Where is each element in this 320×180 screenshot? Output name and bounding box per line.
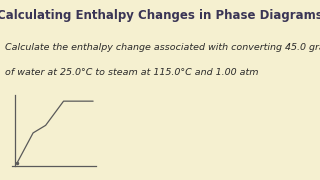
Text: Calculating Enthalpy Changes in Phase Diagrams: Calculating Enthalpy Changes in Phase Di… [0,9,320,22]
Text: of water at 25.0°C to steam at 115.0°C and 1.00 atm: of water at 25.0°C to steam at 115.0°C a… [5,68,258,77]
Text: Calculate the enthalpy change associated with converting 45.0 grams: Calculate the enthalpy change associated… [5,43,320,52]
